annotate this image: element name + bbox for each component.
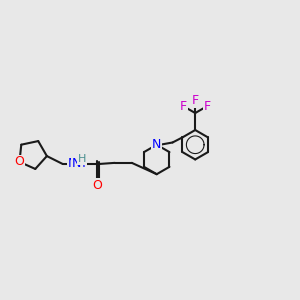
Text: O: O (92, 178, 102, 192)
Text: NH: NH (68, 158, 87, 170)
Text: H: H (78, 154, 86, 164)
Text: O: O (14, 155, 24, 168)
Text: F: F (192, 94, 199, 107)
Text: F: F (203, 100, 211, 113)
Text: N: N (72, 157, 81, 169)
Text: N: N (152, 138, 161, 151)
Text: F: F (180, 100, 187, 113)
